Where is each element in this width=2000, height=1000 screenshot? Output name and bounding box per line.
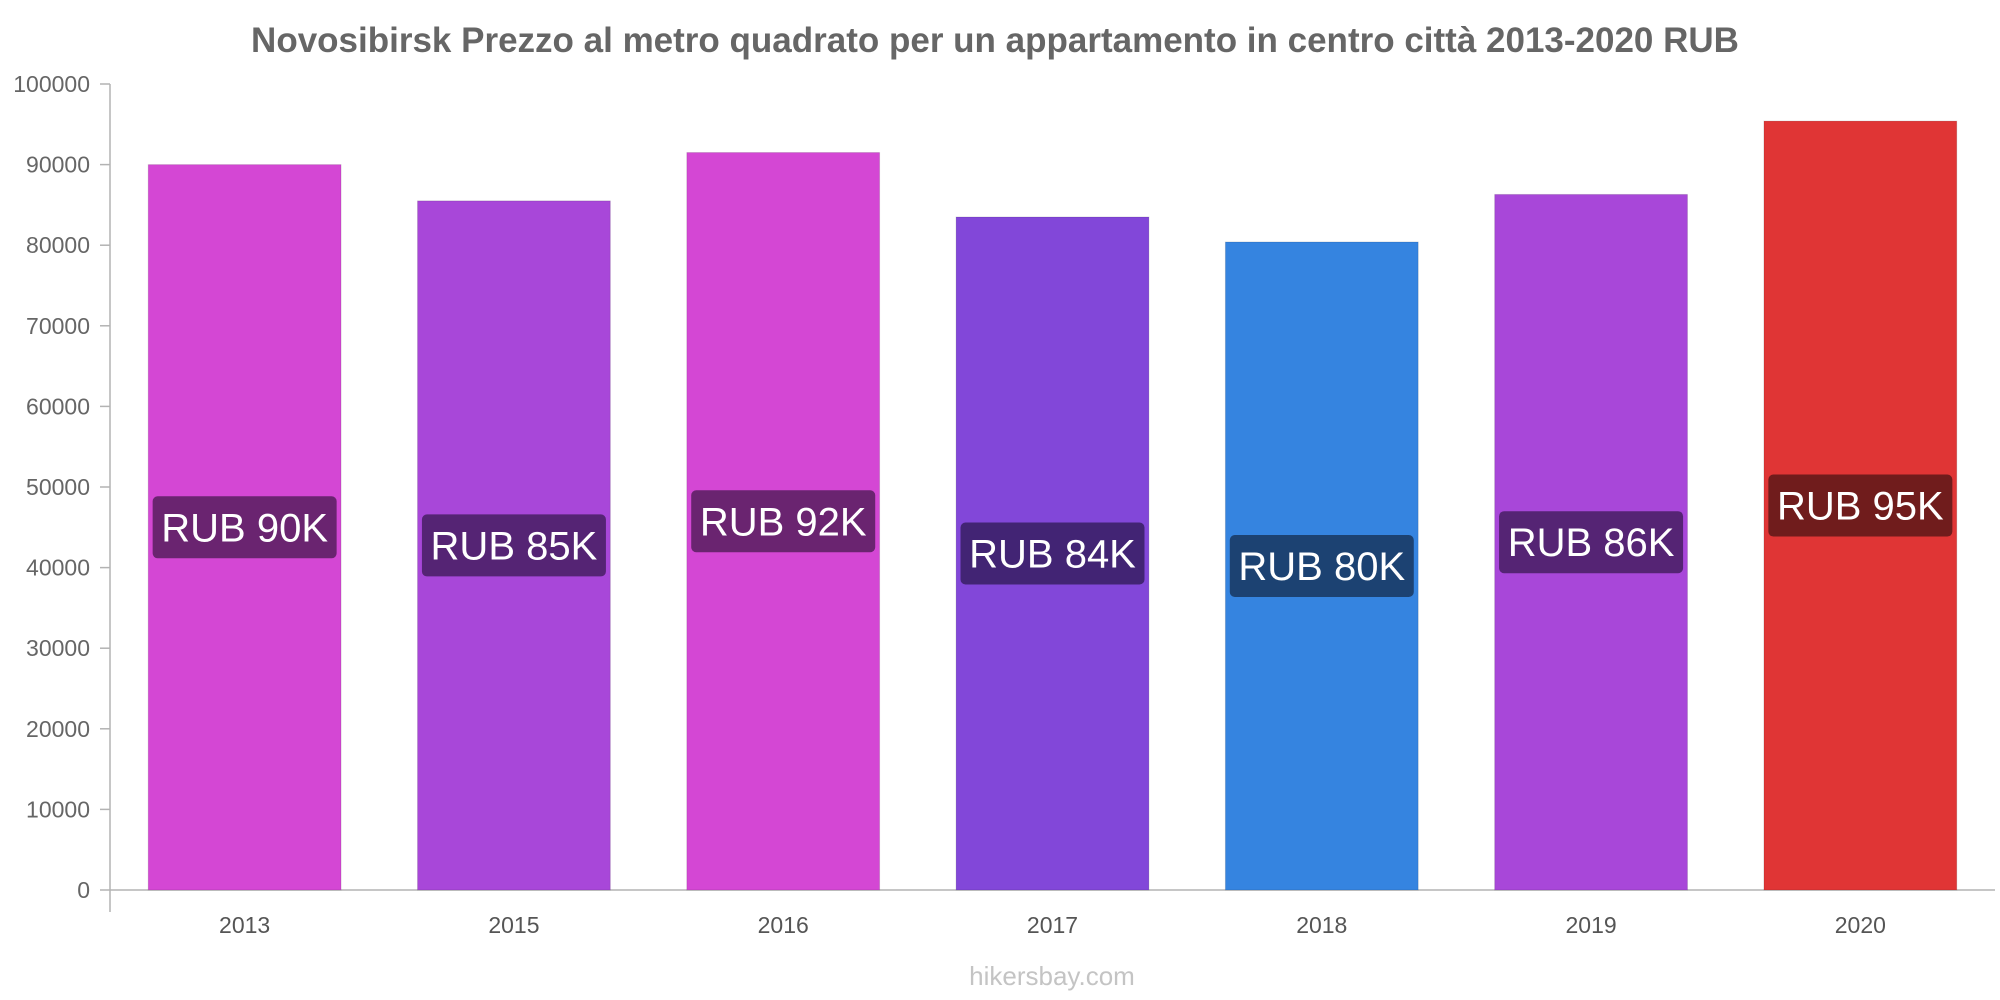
- x-tick-label: 2019: [1565, 912, 1616, 938]
- y-tick-label: 0: [77, 877, 90, 903]
- value-label: RUB 80K: [1238, 545, 1405, 589]
- y-tick-label: 60000: [26, 393, 90, 419]
- value-label-box: [960, 522, 1145, 585]
- y-tick-label: 80000: [26, 232, 90, 258]
- value-label-box: [691, 490, 876, 553]
- x-tick-label: 2013: [219, 912, 270, 938]
- y-tick-label: 90000: [26, 152, 90, 178]
- value-label-box: [1768, 474, 1953, 537]
- y-tick-label: 40000: [26, 555, 90, 581]
- y-tick-label: 20000: [26, 716, 90, 742]
- value-label-box: [1499, 511, 1684, 574]
- value-labels-group: RUB 90K RUB 85K RUB 92K RUB 84K RUB 80K RUB 8…: [152, 474, 1953, 597]
- y-tick-label: 10000: [26, 796, 90, 822]
- value-label: RUB 92K: [700, 500, 867, 544]
- value-label: RUB 95K: [1777, 485, 1944, 529]
- value-label: RUB 84K: [969, 532, 1136, 576]
- x-tick-label: 2020: [1835, 912, 1886, 938]
- y-tick-label: 50000: [26, 474, 90, 500]
- x-tick-label: 2018: [1296, 912, 1347, 938]
- value-label: RUB 86K: [1508, 521, 1675, 565]
- x-tick-label: 2017: [1027, 912, 1078, 938]
- bars-group: [147, 120, 1958, 891]
- x-tick-label: 2015: [488, 912, 539, 938]
- watermark: hikersbay.com: [969, 961, 1135, 991]
- x-tick-label: 2016: [758, 912, 809, 938]
- chart-title: Novosibirsk Prezzo al metro quadrato per…: [251, 21, 1739, 60]
- value-label: RUB 90K: [161, 506, 328, 550]
- x-axis: 2013 2015 2016 2017 2018 2019 2020: [110, 889, 1995, 938]
- value-label-box: [1229, 534, 1414, 597]
- y-axis: 0 10000 20000 30000 40000 50000 60000 70000 8000…: [13, 71, 111, 912]
- y-tick-label: 30000: [26, 635, 90, 661]
- y-tick-label: 100000: [13, 71, 90, 97]
- value-label-box: [152, 496, 337, 559]
- y-tick-label: 70000: [26, 313, 90, 339]
- value-label: RUB 85K: [431, 524, 598, 568]
- value-label-box: [421, 514, 606, 577]
